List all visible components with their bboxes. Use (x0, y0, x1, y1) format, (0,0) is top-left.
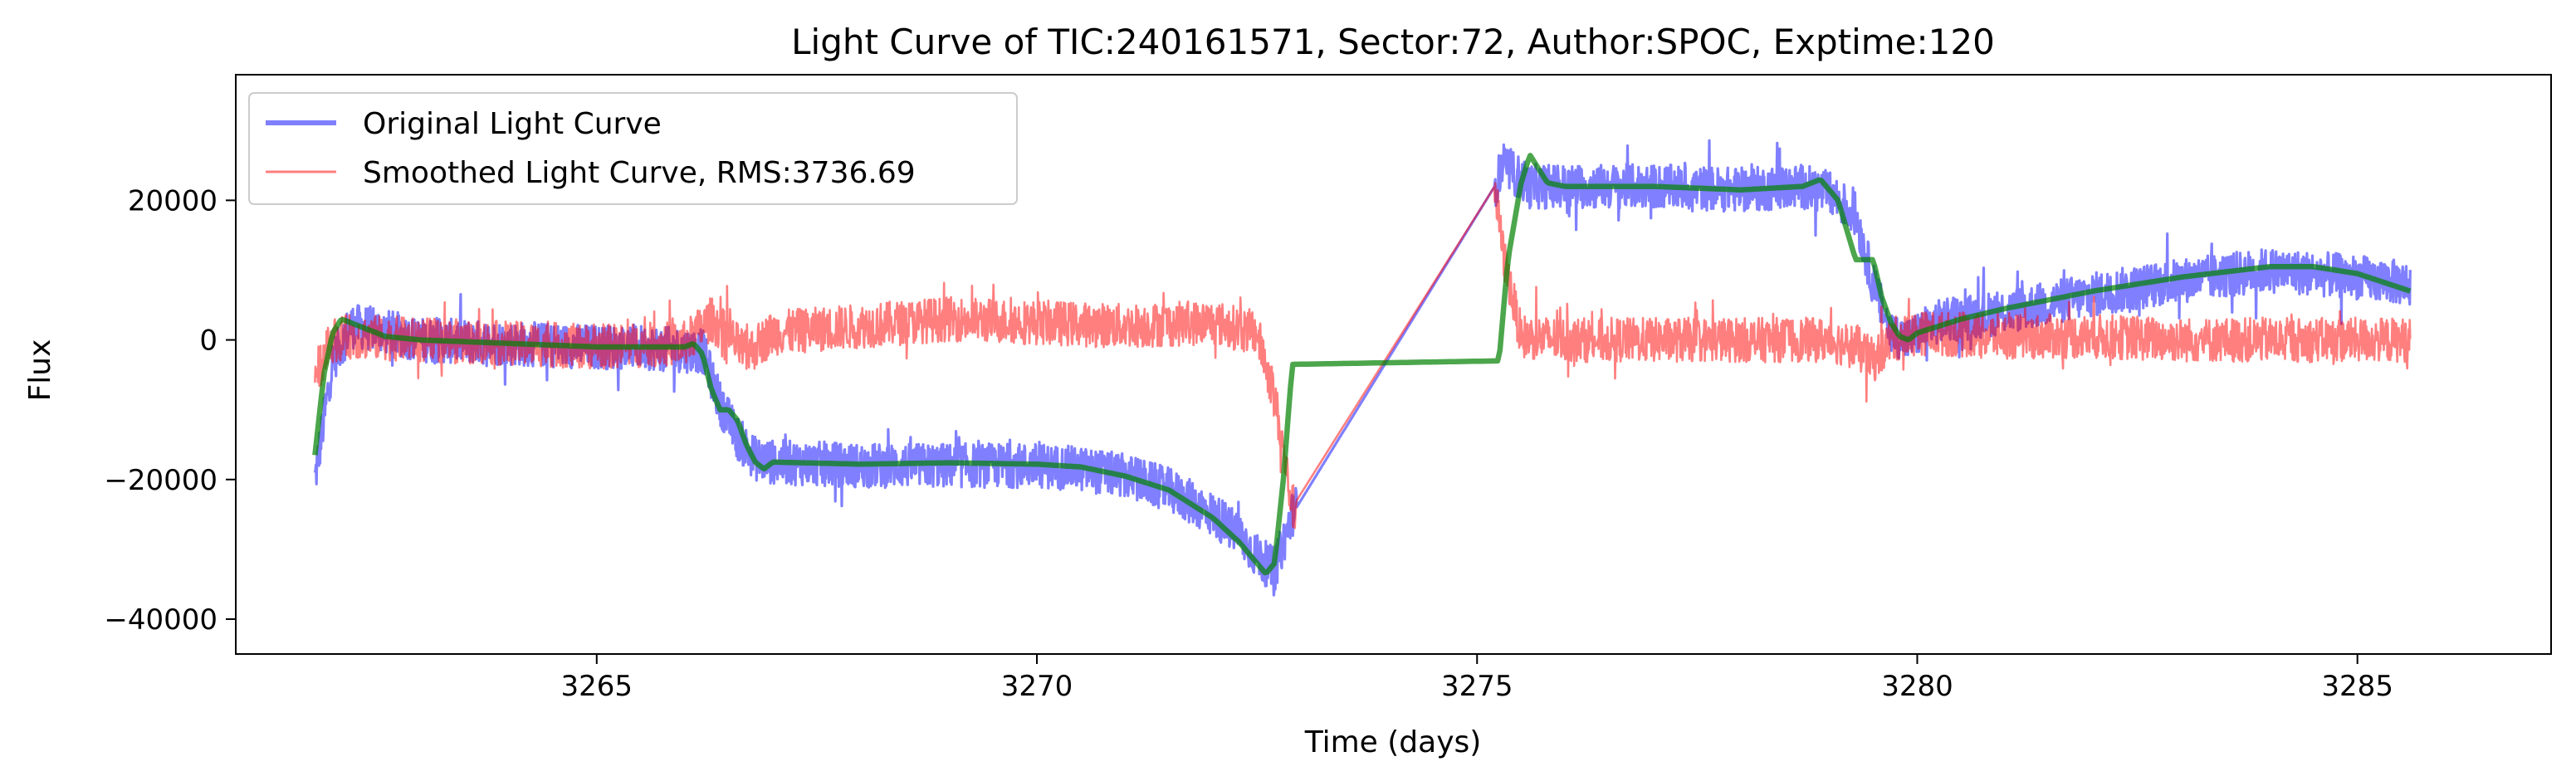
y-tick-label: −40000 (104, 603, 218, 637)
series-line-2 (312, 153, 2412, 576)
legend-box (248, 92, 1018, 205)
series-line-1 (314, 182, 2412, 530)
plot-area-frame (235, 74, 2552, 655)
x-axis-label: Time (days) (1304, 725, 1482, 759)
x-tick-label: 3280 (1881, 670, 1953, 703)
legend-label-original: Original Light Curve (363, 107, 662, 141)
y-axis-ticks: −40000 −20000 0 20000 (104, 184, 236, 637)
x-tick-label: 3285 (2321, 670, 2393, 703)
x-tick-label: 3265 (561, 670, 633, 703)
y-tick-label: 20000 (128, 184, 218, 217)
legend: Original Light Curve Smoothed Light Curv… (248, 92, 1018, 205)
y-axis-label: Flux (23, 339, 57, 402)
series-layer (312, 139, 2412, 597)
y-tick-label: −20000 (104, 464, 218, 497)
x-axis-ticks: 3265 3270 3275 3280 3285 (561, 654, 2393, 703)
x-tick-label: 3275 (1441, 670, 1513, 703)
series-line-0 (313, 139, 2412, 597)
x-tick-label: 3270 (1001, 670, 1073, 703)
legend-label-smoothed: Smoothed Light Curve, RMS:3736.69 (363, 156, 916, 190)
chart-title: Light Curve of TIC:240161571, Sector:72,… (791, 22, 1995, 62)
y-tick-label: 0 (199, 325, 218, 358)
